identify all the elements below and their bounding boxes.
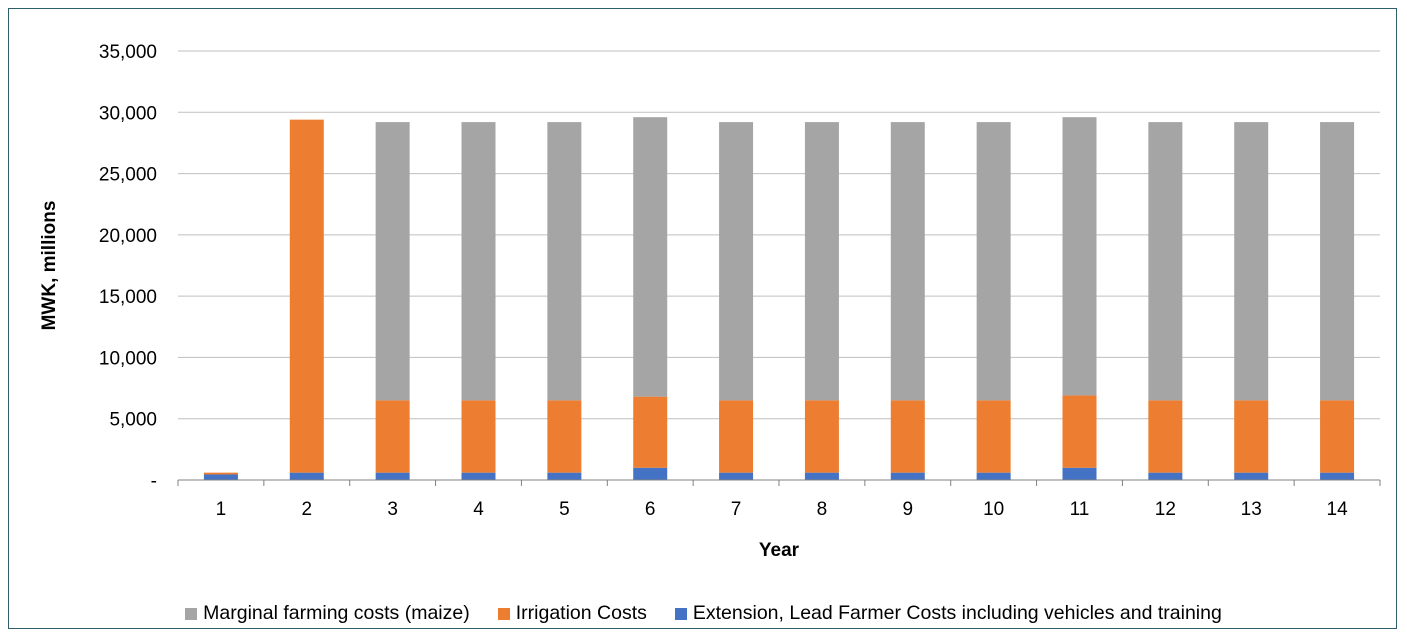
legend-label: Marginal farming costs (maize) (203, 602, 470, 624)
bar-segment (461, 122, 496, 401)
bar-segment (976, 122, 1011, 401)
bar-segment (804, 122, 839, 401)
y-tick-label: 20,000 (99, 226, 157, 247)
bar-segment (547, 122, 582, 401)
bar-segment (1320, 472, 1355, 480)
bar-segment (976, 400, 1011, 473)
x-tick-label: 7 (731, 499, 742, 520)
axes (177, 479, 1381, 486)
legend-label: Irrigation Costs (515, 602, 647, 624)
bar-segment (804, 472, 839, 480)
x-tick-label: 2 (301, 499, 312, 520)
bar-segment (1320, 122, 1355, 401)
bar-segment (976, 472, 1011, 480)
y-tick-labels: - 5,000 10,000 15,000 20,000 25,000 30,000 35,0… (99, 42, 157, 492)
bars (203, 117, 1355, 480)
legend: Marginal farming costs (maize) Irrigation… (0, 602, 1407, 625)
bar-segment (890, 122, 925, 401)
bar-segment (203, 472, 238, 475)
bar-segment (461, 472, 496, 480)
bar-segment (1234, 122, 1269, 401)
x-tick-label: 10 (983, 499, 1004, 520)
bar-segment (547, 400, 582, 473)
x-tick-label: 4 (473, 499, 484, 520)
bar-segment (890, 472, 925, 480)
bar-segment (804, 400, 839, 473)
legend-item: Extension, Lead Farmer Costs including v… (674, 602, 1222, 625)
bar-segment (1148, 122, 1183, 401)
x-tick-label: 8 (817, 499, 828, 520)
y-tick-label: 5,000 (109, 410, 157, 431)
bar-segment (1148, 400, 1183, 473)
x-tick-label: 6 (645, 499, 656, 520)
legend-swatch (674, 607, 687, 620)
bar-segment (375, 400, 410, 473)
x-axis-title: Year (759, 540, 800, 561)
bar-segment (375, 472, 410, 480)
bar-segment (375, 122, 410, 401)
y-tick-label: 15,000 (99, 287, 157, 308)
bar-segment (890, 400, 925, 473)
legend-swatch (185, 607, 198, 620)
x-tick-label: 12 (1155, 499, 1176, 520)
x-tick-label: 11 (1070, 499, 1090, 520)
x-tick-label: 13 (1241, 499, 1262, 520)
y-tick-label: - (151, 471, 157, 492)
bar-segment (289, 119, 324, 473)
bar-segment (719, 400, 754, 473)
bar-segment (203, 474, 238, 480)
x-tick-label: 9 (902, 499, 913, 520)
x-tick-label: 14 (1327, 499, 1349, 520)
bar-segment (1234, 472, 1269, 480)
bar-segment (289, 472, 324, 480)
bar-segment (633, 117, 668, 397)
bar-segment (1320, 400, 1355, 473)
x-tick-label: 3 (387, 499, 398, 520)
legend-item: Irrigation Costs (497, 602, 647, 625)
x-tick-label: 5 (559, 499, 570, 520)
x-tick-labels: 1 2 3 4 5 6 7 8 9 10 11 12 13 14 (216, 499, 1348, 520)
legend-label: Extension, Lead Farmer Costs including v… (692, 602, 1222, 624)
y-tick-label: 30,000 (99, 103, 157, 124)
bar-segment (1062, 117, 1097, 396)
y-tick-label: 25,000 (99, 165, 157, 186)
bar-segment (633, 467, 668, 480)
bar-segment (461, 400, 496, 473)
y-tick-label: 10,000 (99, 348, 157, 369)
bar-segment (633, 396, 668, 468)
bar-segment (719, 122, 754, 401)
bar-segment (1234, 400, 1269, 473)
bar-segment (719, 472, 754, 480)
grid-lines (178, 50, 1380, 420)
bar-segment (547, 472, 582, 480)
bar-segment (1062, 395, 1097, 468)
legend-swatch (497, 607, 510, 620)
y-tick-label: 35,000 (99, 42, 157, 63)
x-tick-label: 1 (216, 499, 227, 520)
legend-item: Marginal farming costs (maize) (185, 602, 470, 625)
bar-segment (1148, 472, 1183, 480)
y-axis-title: MWK, millions (39, 201, 60, 331)
bar-segment (1062, 467, 1097, 480)
